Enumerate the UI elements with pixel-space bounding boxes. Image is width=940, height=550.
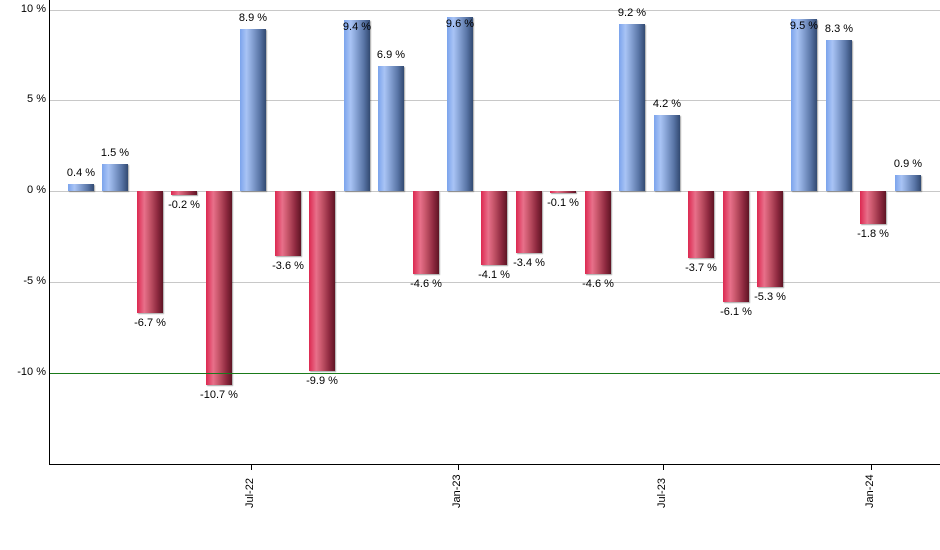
bar [757, 191, 783, 287]
bar [481, 191, 507, 265]
y-tick-label: 10 % [20, 3, 46, 15]
bar-value-label: 4.2 % [652, 98, 682, 110]
bar-value-label: 0.4 % [66, 167, 96, 179]
y-axis [49, 0, 50, 465]
y-tick-label: 5 % [27, 93, 46, 105]
bar [68, 184, 94, 191]
bar-value-label: -1.8 % [857, 228, 889, 240]
bar-value-label: -10.7 % [200, 389, 238, 401]
bar-value-label: -0.2 % [168, 199, 200, 211]
bar [550, 191, 576, 193]
gridline [50, 10, 940, 11]
bar [791, 19, 817, 191]
bar-value-label: -3.7 % [685, 262, 717, 274]
bar-value-label: 0.9 % [893, 158, 923, 170]
bar [895, 175, 921, 191]
bar-value-label: -0.1 % [547, 197, 579, 209]
bar-value-label: 9.2 % [617, 7, 647, 19]
bar-value-label: 6.9 % [376, 49, 406, 61]
bar [447, 17, 473, 191]
x-tick [458, 465, 459, 470]
bar [344, 20, 370, 191]
bar [619, 24, 645, 191]
bar [378, 66, 404, 191]
gridline [50, 100, 940, 101]
bar-value-label: 9.4 % [342, 21, 372, 33]
bar-value-label: -3.6 % [272, 260, 304, 272]
bar-value-label: -4.6 % [410, 278, 442, 290]
bar-value-label: -6.1 % [720, 306, 752, 318]
reference-line-minus-10 [50, 373, 940, 374]
y-tick-label: 0 % [27, 184, 46, 196]
bar [516, 191, 542, 253]
y-tick-label: -5 % [23, 275, 46, 287]
x-tick [871, 465, 872, 470]
x-tick [663, 465, 664, 470]
bar-value-label: 1.5 % [100, 147, 130, 159]
x-tick-label: Jul-23 [656, 478, 668, 508]
y-tick-label: -10 % [17, 366, 46, 378]
bar [102, 164, 128, 191]
x-tick-label: Jan-23 [451, 474, 463, 508]
bar-value-label: -5.3 % [754, 291, 786, 303]
gridline [50, 282, 940, 283]
x-axis [49, 464, 940, 465]
bar-value-label: -9.9 % [306, 375, 338, 387]
bar [826, 40, 852, 191]
x-tick-label: Jan-24 [864, 474, 876, 508]
bar [240, 29, 266, 191]
bar-value-label: 9.5 % [789, 20, 819, 32]
bar [206, 191, 232, 385]
bar [171, 191, 197, 195]
bar-value-label: -4.6 % [582, 278, 614, 290]
bar-value-label: -6.7 % [134, 317, 166, 329]
bar-value-label: -4.1 % [478, 269, 510, 281]
bar [413, 191, 439, 274]
bar [585, 191, 611, 274]
bar-value-label: 9.6 % [445, 18, 475, 30]
bar [309, 191, 335, 371]
bar-value-label: -3.4 % [513, 257, 545, 269]
bar [654, 115, 680, 191]
x-tick [251, 465, 252, 470]
bar-value-label: 8.9 % [238, 12, 268, 24]
bar [275, 191, 301, 256]
bar [723, 191, 749, 302]
bar [688, 191, 714, 258]
x-tick-label: Jul-22 [244, 478, 256, 508]
bar [860, 191, 886, 224]
bar [137, 191, 163, 313]
bar-value-label: 8.3 % [824, 23, 854, 35]
